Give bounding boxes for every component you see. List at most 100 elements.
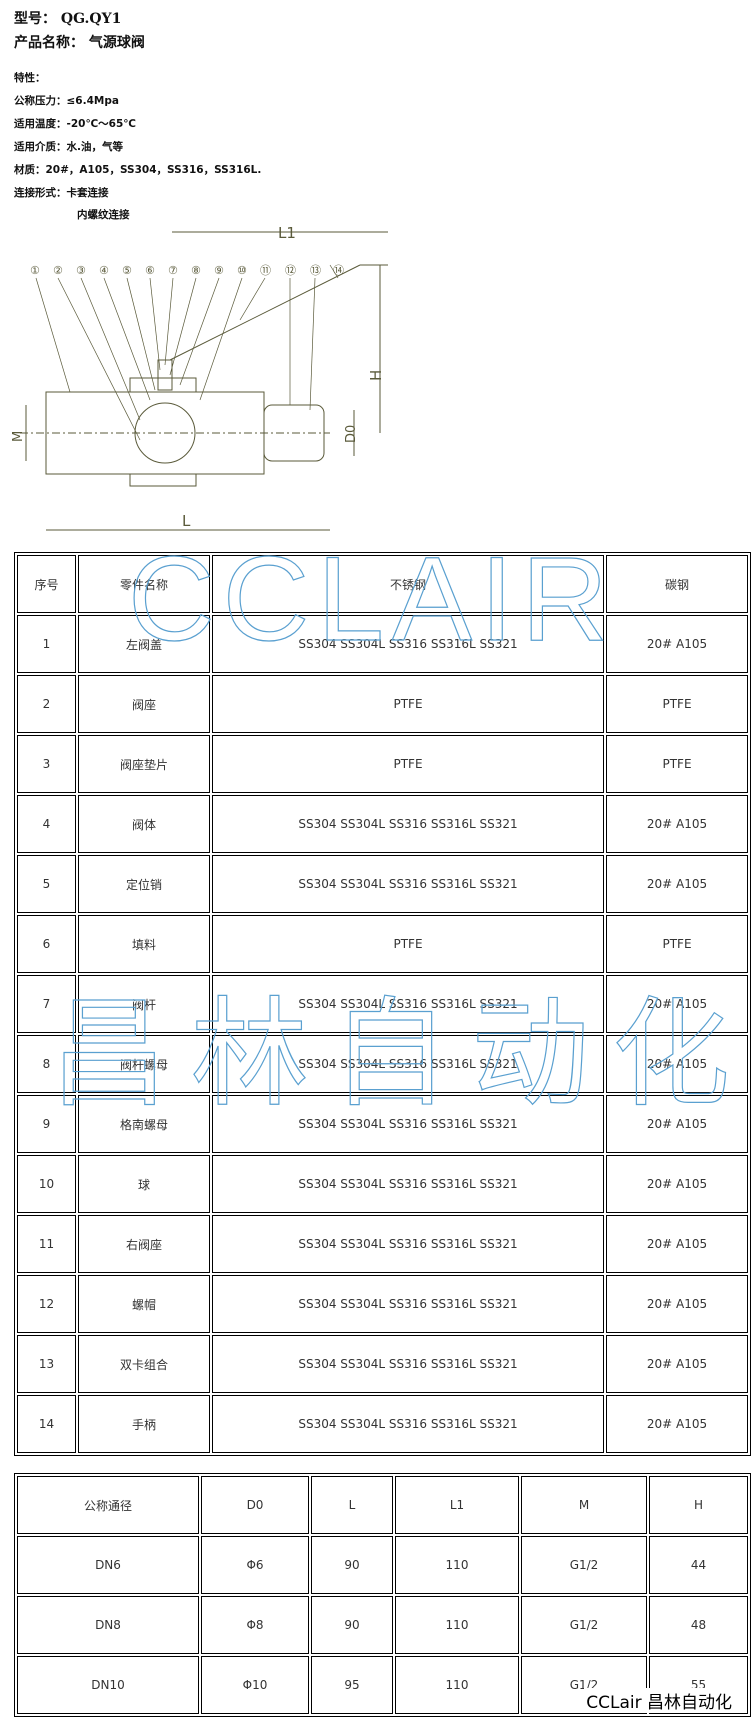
table-cell: DN6 (17, 1536, 199, 1594)
spec-pressure: 公称压力：≤6.4Mpa (14, 95, 119, 107)
name-value: 气源球阀 (88, 35, 145, 51)
top-flange (129, 377, 197, 393)
table-cell: 6 (17, 915, 76, 973)
table-cell: 双卡组合 (78, 1335, 210, 1393)
table-cell: 球 (78, 1155, 210, 1213)
spec-medium: 适用介质：水.油，气等 (14, 141, 123, 153)
table-row: 3 阀座垫片 PTFE PTFE (17, 735, 748, 793)
table-cell: 阀体 (78, 795, 210, 853)
model-value: QG.QY1 (60, 11, 122, 27)
header-cell: D0 (201, 1476, 309, 1534)
table-row: 13 双卡组合 SS304 SS304L SS316 SS316L SS321 20#… (17, 1335, 748, 1393)
table-cell: DN8 (17, 1596, 199, 1654)
table-row: 5 定位销 SS304 SS304L SS316 SS316L SS321 20# A… (17, 855, 748, 913)
callout-7: ⑦ (168, 264, 178, 277)
table-cell: SS304 SS304L SS316 SS316L SS321 (212, 1035, 604, 1093)
table-cell: PTFE (212, 915, 604, 973)
table-cell: PTFE (212, 735, 604, 793)
dimension-table: 公称通径 D0 L L1 M H DN6 Φ6 90 110 G1/2 44 DN8 Φ8 90… (14, 1473, 751, 1717)
name-label: 产品名称： (14, 35, 84, 51)
table-cell: SS304 SS304L SS316 SS316L SS321 (212, 1335, 604, 1393)
table-cell: PTFE (606, 915, 748, 973)
valve-drawing: ① ② ③ ④ ⑤ ⑥ ⑦ ⑧ ⑨ ⑩ ⑪ ⑫ ⑬ ⑭ L1 L H D0 M (11, 224, 388, 531)
table-cell: 95 (311, 1656, 393, 1714)
label-L1: L1 (278, 224, 296, 242)
table-cell: 阀座 (78, 675, 210, 733)
table-cell: 10 (17, 1155, 76, 1213)
table-cell: 9 (17, 1095, 76, 1153)
parts-table: 序号 零件名称 不锈钢 碳钢 1 左阀盖 SS304 SS304L SS316 SS… (14, 552, 751, 1456)
table-cell: DN10 (17, 1656, 199, 1714)
header-cell: L (311, 1476, 393, 1534)
table-cell: SS304 SS304L SS316 SS316L SS321 (212, 975, 604, 1033)
table-cell: PTFE (606, 735, 748, 793)
spec-connection-2: 内螺纹连接 (77, 209, 130, 221)
table-row: 2 阀座 PTFE PTFE (17, 675, 748, 733)
table-cell: 阀杆螺母 (78, 1035, 210, 1093)
model-label: 型号： (14, 11, 56, 27)
table-cell: Φ8 (201, 1596, 309, 1654)
table-cell: 格南螺母 (78, 1095, 210, 1153)
table-cell: 20# A105 (606, 615, 748, 673)
table-cell: 110 (395, 1536, 519, 1594)
table-cell: G1/2 (521, 1596, 647, 1654)
table-row: 4 阀体 SS304 SS304L SS316 SS316L SS321 20# A1… (17, 795, 748, 853)
table-cell: 44 (649, 1536, 748, 1594)
table-cell: SS304 SS304L SS316 SS316L SS321 (212, 1215, 604, 1273)
callout-8: ⑧ (191, 264, 201, 277)
callout-5: ⑤ (122, 264, 132, 277)
brand-stamp: CCLair 昌林自动化 (584, 1688, 734, 1713)
product-name-line: 产品名称： 气源球阀 (14, 32, 145, 52)
table-cell: SS304 SS304L SS316 SS316L SS321 (212, 1155, 604, 1213)
table-cell: 手柄 (78, 1395, 210, 1453)
header-cell: L1 (395, 1476, 519, 1534)
spec-material: 材质：20#，A105，SS304，SS316，SS316L. (14, 164, 262, 176)
table-cell: 定位销 (78, 855, 210, 913)
model-line: 型号： QG.QY1 (14, 8, 121, 28)
table-cell: 20# A105 (606, 855, 748, 913)
table-cell: 12 (17, 1275, 76, 1333)
table-cell: 4 (17, 795, 76, 853)
table-cell: 90 (311, 1596, 393, 1654)
handle (169, 264, 361, 361)
label-L: L (182, 512, 191, 530)
table-cell: 90 (311, 1536, 393, 1594)
table-row: 1 左阀盖 SS304 SS304L SS316 SS316L SS321 20# A… (17, 615, 748, 673)
table-row: 12 螺帽 SS304 SS304L SS316 SS316L SS321 20# A… (17, 1275, 748, 1333)
parts-header-row: 序号 零件名称 不锈钢 碳钢 (17, 555, 748, 613)
table-row: 11 右阀座 SS304 SS304L SS316 SS316L SS321 20# … (17, 1215, 748, 1273)
table-cell: 48 (649, 1596, 748, 1654)
dimension-header-row: 公称通径 D0 L L1 M H (17, 1476, 748, 1534)
spec-heading: 特性： (14, 72, 46, 84)
table-cell: 14 (17, 1395, 76, 1453)
table-cell: 左阀盖 (78, 615, 210, 673)
table-cell: 110 (395, 1596, 519, 1654)
callout-11: ⑪ (260, 264, 271, 277)
table-cell: 20# A105 (606, 1275, 748, 1333)
table-cell: G1/2 (521, 1536, 647, 1594)
header-cell: H (649, 1476, 748, 1534)
callout-2: ② (53, 264, 63, 277)
label-H: H (367, 370, 385, 381)
table-row: 8 阀杆螺母 SS304 SS304L SS316 SS316L SS321 20# … (17, 1035, 748, 1093)
table-cell: SS304 SS304L SS316 SS316L SS321 (212, 1095, 604, 1153)
table-row: 10 球 SS304 SS304L SS316 SS316L SS321 20# A1… (17, 1155, 748, 1213)
header-cell: M (521, 1476, 647, 1534)
table-cell: 20# A105 (606, 975, 748, 1033)
table-cell: SS304 SS304L SS316 SS316L SS321 (212, 615, 604, 673)
callout-10: ⑩ (237, 264, 247, 277)
table-cell: 阀杆 (78, 975, 210, 1033)
table-row: 7 阀杆 SS304 SS304L SS316 SS316L SS321 20# A1… (17, 975, 748, 1033)
callout-1: ① (30, 264, 40, 277)
table-cell: 8 (17, 1035, 76, 1093)
table-cell: PTFE (606, 675, 748, 733)
label-M: M (11, 431, 26, 442)
table-cell: 1 (17, 615, 76, 673)
table-cell: 填料 (78, 915, 210, 973)
stem (157, 359, 173, 391)
table-cell: 11 (17, 1215, 76, 1273)
table-cell: 20# A105 (606, 795, 748, 853)
callout-14: ⑭ (333, 264, 344, 277)
table-cell: 7 (17, 975, 76, 1033)
table-cell: 20# A105 (606, 1215, 748, 1273)
